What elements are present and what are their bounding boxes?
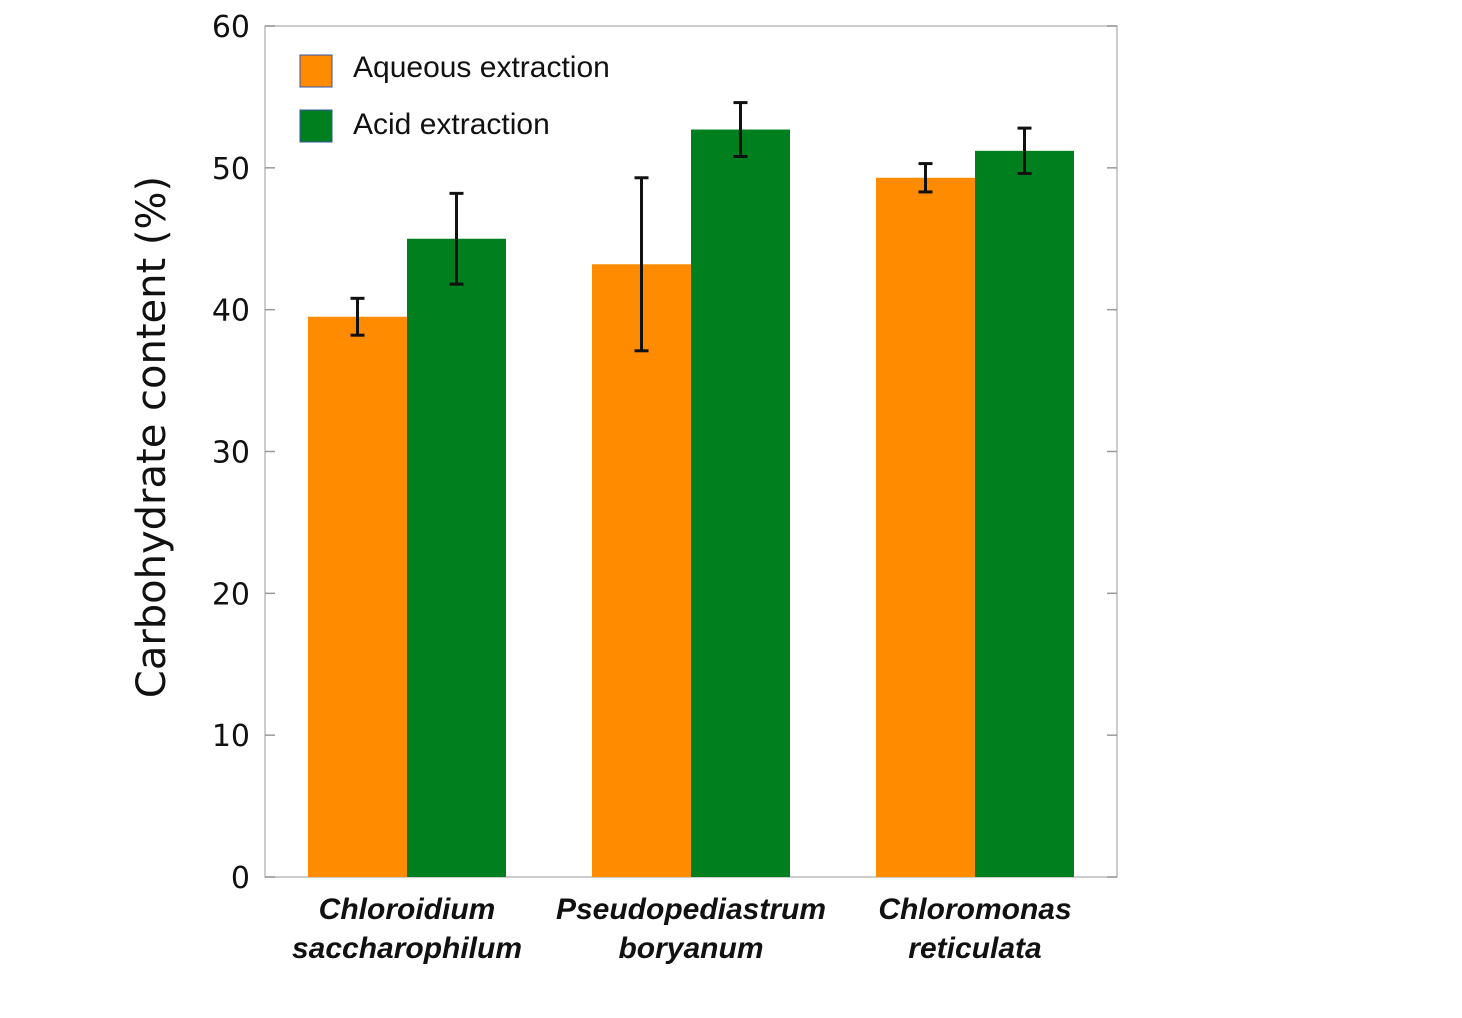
legend: Aqueous extraction Acid extraction: [299, 51, 610, 143]
y-tick-label: 40: [212, 294, 250, 329]
legend-swatch-aqueous: [299, 54, 333, 88]
bar-aqueous: [308, 316, 407, 878]
category-label: Chloromonas: [878, 893, 1071, 926]
y-tick-label: 60: [212, 10, 250, 45]
legend-label-acid: Acid extraction: [353, 108, 550, 141]
y-tick-label: 10: [212, 719, 250, 754]
category-label: saccharophilum: [292, 932, 522, 965]
y-tick-label: 0: [231, 861, 250, 896]
category-label: reticulata: [908, 932, 1041, 965]
y-tick-label: 20: [212, 577, 250, 612]
y-axis-title: Carbohydrate content (%): [129, 176, 175, 698]
category-label: Chloroidium: [319, 893, 496, 926]
bar-acid: [407, 238, 506, 877]
category-label: Pseudopediastrum: [556, 893, 826, 926]
y-tick-label: 30: [212, 436, 250, 471]
bar-aqueous: [876, 177, 975, 878]
y-tick-label: 50: [212, 152, 250, 187]
legend-swatch-acid: [299, 109, 333, 143]
legend-label-aqueous: Aqueous extraction: [353, 51, 610, 84]
bar-acid: [975, 150, 1074, 877]
category-label: boryanum: [618, 932, 763, 965]
bar-aqueous: [592, 264, 691, 877]
bar-acid: [691, 129, 790, 877]
plot-area: 0 10 20 30 40 50 60 Chloroidium saccharophilum Ps…: [212, 10, 1118, 965]
